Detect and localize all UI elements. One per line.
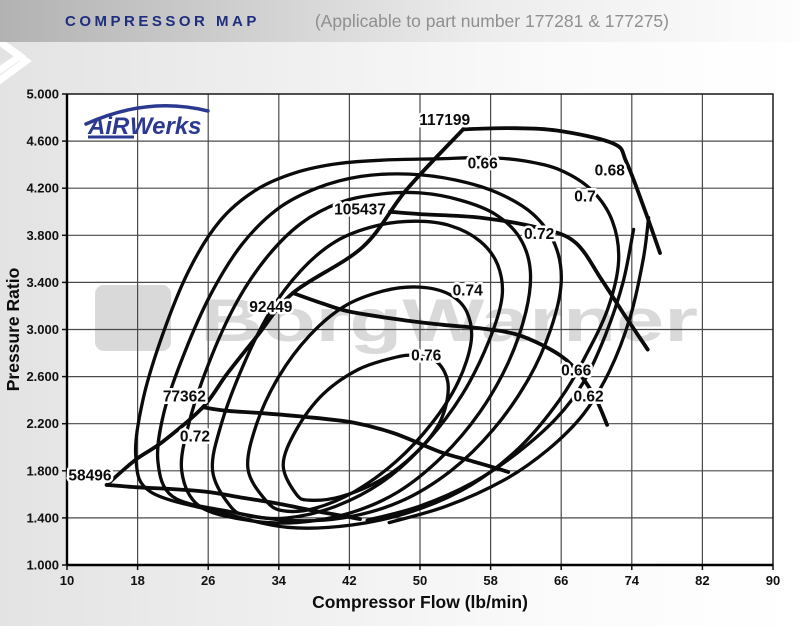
page-title: COMPRESSOR MAP (65, 12, 260, 30)
page-subtitle: (Applicable to part number 177281 & 1772… (314, 10, 669, 31)
x-tick-label: 66 (554, 573, 568, 588)
efficiency-label-0.72: 0.72 (524, 226, 554, 243)
efficiency-label-0.68: 0.68 (595, 163, 626, 180)
speed-line-105437 (388, 209, 650, 352)
y-tick-label: 1.400 (26, 510, 59, 525)
efficiency-contour-0.72 (210, 219, 505, 521)
efficiency-label-0.74: 0.74 (453, 283, 484, 300)
x-tick-label: 74 (625, 573, 640, 588)
speed-line-117199 (461, 126, 662, 255)
x-tick-label: 82 (695, 573, 709, 588)
y-tick-label: 5.000 (26, 87, 59, 102)
speed-label-117199: 117199 (419, 112, 470, 129)
speed-line-58496 (104, 483, 362, 521)
surge-line (104, 127, 466, 487)
y-axis-title: Pressure Ratio (3, 268, 23, 392)
speed-label-77362: 77362 (163, 389, 206, 406)
y-tick-label: 2.600 (26, 369, 59, 384)
borgwarner-watermark-text: BorgWarner (200, 287, 698, 354)
x-tick-label: 34 (272, 573, 287, 588)
borgwarner-watermark-icon-chevron (0, 37, 21, 58)
x-tick-label: 26 (201, 573, 215, 588)
efficiency-label-0.66: 0.66 (561, 363, 592, 380)
x-tick-label: 58 (483, 573, 497, 588)
efficiency-label-0.72: 0.72 (180, 429, 210, 446)
compressor-map-svg: BorgWarner 10 18 26 34 42 50 58 66 74 82 90 1.000 1.4… (0, 37, 780, 612)
speed-line-92449 (291, 291, 609, 427)
compressor-map-chart: BorgWarner 10 18 26 34 42 50 58 66 74 82 90 1.000 1.4… (0, 37, 800, 626)
efficiency-contour-0.74 (245, 285, 474, 514)
y-tick-label: 3.000 (26, 322, 59, 337)
efficiency-label-0.62: 0.62 (573, 389, 603, 406)
y-tick-label: 4.600 (26, 134, 59, 149)
x-tick-label: 90 (766, 573, 780, 588)
airwerks-logo-swoosh (84, 104, 210, 126)
y-tick-label: 1.000 (26, 558, 59, 573)
efficiency-label-0.66: 0.66 (468, 155, 499, 172)
efficiency-contour-unlabeled (387, 215, 651, 525)
x-tick-label: 10 (60, 573, 74, 588)
header-band: COMPRESSOR MAP (Applicable to part numbe… (0, 0, 800, 42)
x-tick-label: 18 (130, 573, 144, 588)
y-tick-label: 2.200 (26, 416, 59, 431)
speed-label-105437: 105437 (334, 201, 386, 218)
efficiency-contour-0.68 (155, 172, 563, 523)
efficiency-label-0.76: 0.76 (411, 347, 442, 364)
efficiency-contour-0.7 (179, 190, 533, 525)
efficiency-contour-0.66 (133, 155, 621, 530)
speed-label-92449: 92449 (249, 299, 292, 316)
y-tick-label: 1.800 (26, 463, 59, 478)
x-tick-label: 50 (413, 573, 427, 588)
speed-line-77362 (201, 405, 511, 474)
y-tick-label: 4.200 (26, 181, 59, 196)
x-axis-title: Compressor Flow (lb/min) (312, 592, 528, 612)
y-tick-label: 3.400 (26, 275, 59, 290)
x-tick-label: 42 (342, 573, 356, 588)
efficiency-label-0.7: 0.7 (574, 188, 596, 205)
borgwarner-watermark-icon (95, 285, 171, 351)
speed-label-58496: 58496 (68, 468, 111, 485)
airwerks-logo-text: AiRWerks (87, 113, 202, 140)
efficiency-contour-0.62 (365, 227, 636, 522)
y-tick-label: 3.800 (26, 228, 59, 243)
